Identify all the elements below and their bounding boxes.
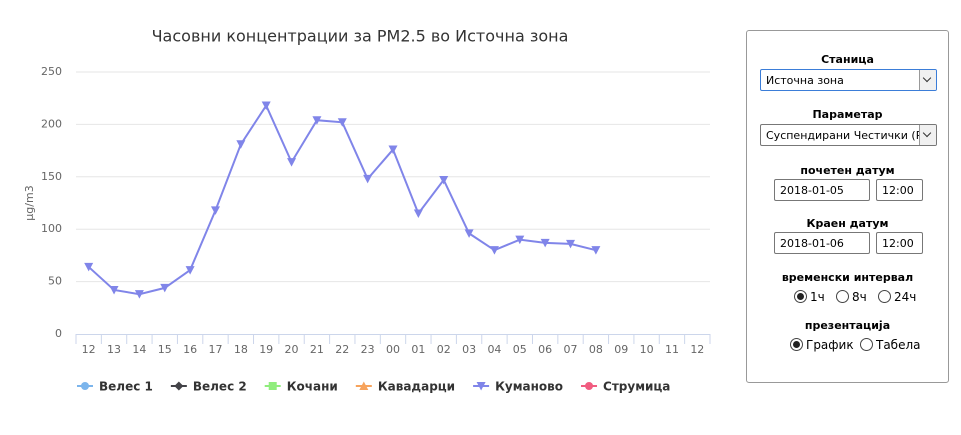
x-tick-label: 14	[132, 343, 146, 356]
station-value: Источна зона	[766, 74, 844, 87]
radio-option[interactable]: 8ч	[836, 290, 867, 304]
y-tick-label: 250	[41, 65, 62, 78]
x-tick-label: 05	[513, 343, 527, 356]
x-tick-label: 07	[564, 343, 578, 356]
legend-marker	[359, 381, 369, 390]
x-tick-label: 22	[335, 343, 349, 356]
presentation-label: презентација	[804, 319, 891, 332]
legend-label: Велес 1	[99, 380, 153, 394]
point	[236, 140, 246, 149]
point	[210, 206, 220, 215]
point	[312, 116, 322, 125]
y-tick-label: 0	[55, 327, 62, 340]
parameter-label: Параметар	[812, 108, 883, 121]
end-label: Краен датум	[806, 217, 889, 230]
x-tick-label: 00	[386, 343, 400, 356]
chart: Часовни концентрации за PM2.5 во Источна…	[23, 27, 711, 394]
x-tick-label: 16	[183, 343, 197, 356]
station-label: Станица	[821, 53, 874, 66]
radio-option[interactable]: График	[790, 338, 854, 352]
legend-label: Струмица	[603, 380, 670, 394]
x-tick-label: 23	[361, 343, 375, 356]
x-tick-label: 06	[538, 343, 552, 356]
point	[591, 246, 601, 255]
y-axis-label: µg/m3	[23, 185, 36, 220]
x-tick-label: 15	[158, 343, 172, 356]
y-tick-label: 150	[41, 170, 62, 183]
x-tick-label: 11	[665, 343, 679, 356]
x-tick-label: 12	[82, 343, 96, 356]
point	[515, 235, 525, 245]
point	[287, 158, 297, 167]
x-tick-label: 13	[107, 343, 121, 356]
point	[413, 209, 423, 218]
legend-label: Велес 2	[193, 380, 247, 394]
point	[109, 285, 119, 295]
y-tick-label: 200	[41, 117, 62, 130]
dropdown-arrow	[919, 70, 936, 90]
radio-option[interactable]: 1ч	[794, 290, 825, 304]
parameter-select[interactable]: Суспендирани Честички (PM2	[760, 124, 937, 146]
chart-title: Часовни концентрации за PM2.5 во Источна…	[152, 27, 569, 46]
x-tick-label: 03	[462, 343, 476, 356]
legend-marker	[268, 382, 277, 390]
legend-marker	[81, 382, 89, 390]
radio-option[interactable]: 24ч	[878, 290, 916, 304]
series-line	[88, 103, 597, 296]
legend-label: Куманово	[495, 380, 563, 394]
point	[464, 229, 474, 238]
x-tick-label: 18	[234, 343, 248, 356]
parameter-value: Суспендирани Честички (PM2	[766, 129, 937, 142]
x-tick-label: 21	[310, 343, 324, 356]
point	[489, 246, 499, 255]
point	[388, 145, 398, 155]
dropdown-arrow	[919, 125, 936, 145]
x-tick-label: 04	[487, 343, 501, 356]
y-tick-label: 100	[41, 222, 62, 235]
legend-marker	[476, 382, 486, 391]
control-panel: Станица Источна зона Параметар Суспендир…	[746, 30, 949, 383]
point	[363, 174, 373, 184]
legend-label: Кочани	[287, 380, 338, 394]
x-tick-label: 10	[640, 343, 654, 356]
x-tick-label: 12	[690, 343, 704, 356]
end-date[interactable]: 2018-01-06	[774, 232, 870, 254]
point	[337, 118, 347, 127]
y-tick-label: 50	[48, 275, 62, 288]
station-select[interactable]: Источна зона	[760, 69, 937, 91]
point	[540, 238, 550, 248]
point	[566, 239, 576, 249]
x-tick-label: 09	[614, 343, 628, 356]
point	[160, 283, 170, 293]
interval-label: временски интервал	[781, 271, 914, 284]
point	[185, 266, 195, 275]
x-tick-label: 08	[589, 343, 603, 356]
legend-marker	[585, 382, 594, 390]
start-label: почетен датум	[800, 164, 895, 177]
start-date[interactable]: 2018-01-05	[774, 179, 870, 201]
point	[439, 175, 449, 185]
point	[134, 290, 144, 299]
point	[84, 262, 94, 272]
end-time[interactable]: 12:00	[876, 232, 923, 254]
point	[261, 101, 271, 111]
start-time[interactable]: 12:00	[876, 179, 923, 201]
x-tick-label: 02	[437, 343, 451, 356]
x-tick-label: 20	[285, 343, 299, 356]
legend-label: Кавадарци	[378, 380, 455, 394]
x-tick-label: 17	[208, 343, 222, 356]
legend-marker	[174, 381, 184, 391]
radio-option[interactable]: Табела	[860, 338, 921, 352]
x-tick-label: 01	[411, 343, 425, 356]
x-tick-label: 19	[259, 343, 273, 356]
